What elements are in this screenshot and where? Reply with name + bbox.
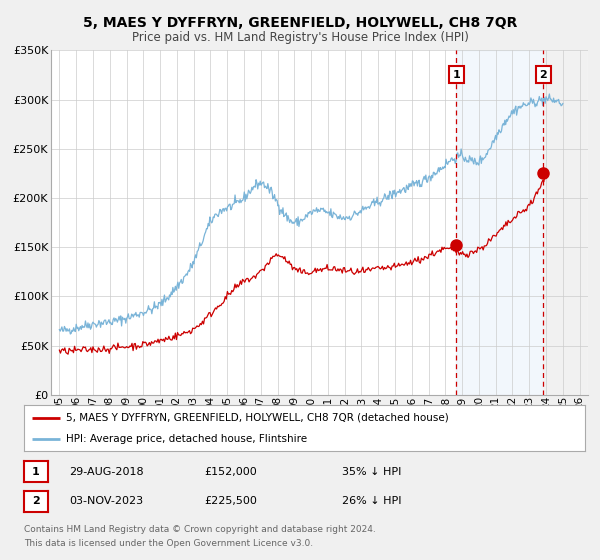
Text: 2: 2: [539, 69, 547, 80]
Text: HPI: Average price, detached house, Flintshire: HPI: Average price, detached house, Flin…: [66, 435, 307, 444]
Text: £225,500: £225,500: [204, 496, 257, 506]
Text: This data is licensed under the Open Government Licence v3.0.: This data is licensed under the Open Gov…: [24, 539, 313, 548]
Text: Contains HM Land Registry data © Crown copyright and database right 2024.: Contains HM Land Registry data © Crown c…: [24, 525, 376, 534]
Text: 35% ↓ HPI: 35% ↓ HPI: [342, 466, 401, 477]
Text: 03-NOV-2023: 03-NOV-2023: [69, 496, 143, 506]
Text: £152,000: £152,000: [204, 466, 257, 477]
Text: 5, MAES Y DYFFRYN, GREENFIELD, HOLYWELL, CH8 7QR (detached house): 5, MAES Y DYFFRYN, GREENFIELD, HOLYWELL,…: [66, 413, 449, 423]
Bar: [457, 50, 544, 395]
Text: 2: 2: [32, 496, 40, 506]
Text: 1: 1: [452, 69, 460, 80]
Text: 29-AUG-2018: 29-AUG-2018: [69, 466, 143, 477]
Text: 1: 1: [32, 466, 40, 477]
Bar: [544, 50, 588, 395]
Bar: [544, 50, 588, 395]
Text: 26% ↓ HPI: 26% ↓ HPI: [342, 496, 401, 506]
Text: 5, MAES Y DYFFRYN, GREENFIELD, HOLYWELL, CH8 7QR: 5, MAES Y DYFFRYN, GREENFIELD, HOLYWELL,…: [83, 16, 517, 30]
Text: Price paid vs. HM Land Registry's House Price Index (HPI): Price paid vs. HM Land Registry's House …: [131, 31, 469, 44]
